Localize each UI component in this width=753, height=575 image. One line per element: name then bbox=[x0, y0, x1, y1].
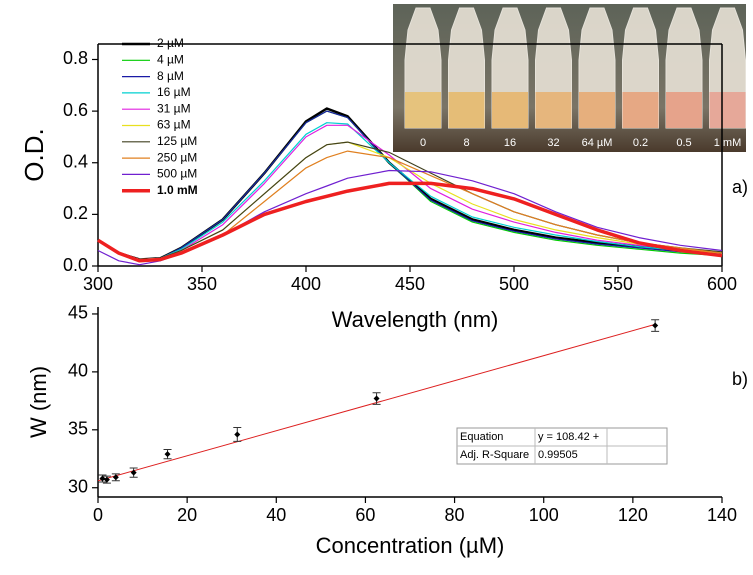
x-tick-label: 0 bbox=[93, 505, 103, 525]
data-point bbox=[652, 322, 659, 329]
y-axis-title: O.D. bbox=[19, 128, 49, 181]
legend-label: 1.0 mM bbox=[157, 183, 198, 197]
x-tick-label: 350 bbox=[187, 274, 217, 294]
photo-label: 32 bbox=[547, 137, 559, 149]
x-tick-label: 140 bbox=[707, 505, 737, 525]
photo-label: 8 bbox=[463, 137, 469, 149]
x-tick-label: 40 bbox=[266, 505, 286, 525]
x-tick-label: 400 bbox=[291, 274, 321, 294]
tube-liquid bbox=[535, 92, 572, 128]
data-point bbox=[112, 474, 119, 481]
table-cell: Equation bbox=[460, 431, 503, 443]
legend-label: 500 µM bbox=[157, 167, 197, 181]
legend-label: 2 µM bbox=[157, 36, 184, 50]
legend-label: 16 µM bbox=[157, 85, 191, 99]
tube-liquid bbox=[405, 92, 441, 128]
x-tick-label: 80 bbox=[445, 505, 465, 525]
x-tick-label: 550 bbox=[603, 274, 633, 294]
y-tick-label: 0.8 bbox=[63, 48, 88, 68]
legend-label: 125 µM bbox=[157, 134, 197, 148]
data-point bbox=[234, 431, 241, 438]
photo-inset: 0 8 16 32 64 µM 0.2 0.5 1 mM bbox=[393, 4, 746, 152]
data-point bbox=[130, 469, 137, 476]
x-tick-label: 20 bbox=[177, 505, 197, 525]
tube-liquid bbox=[622, 92, 659, 128]
y-tick-label: 0.2 bbox=[63, 203, 88, 223]
panel-label: b) bbox=[732, 369, 748, 389]
x-tick-label: 120 bbox=[618, 505, 648, 525]
y-tick-label: 30 bbox=[68, 476, 88, 496]
x-axis-title: Wavelength (nm) bbox=[332, 307, 499, 332]
x-tick-label: 300 bbox=[83, 274, 113, 294]
tube-liquid bbox=[579, 92, 615, 128]
photo-label: 16 bbox=[504, 137, 516, 149]
tube-liquid bbox=[709, 92, 746, 128]
y-tick-label: 40 bbox=[68, 361, 88, 381]
tube-liquid bbox=[492, 92, 528, 128]
x-tick-label: 600 bbox=[707, 274, 737, 294]
x-axis-title: Concentration (µM) bbox=[316, 533, 505, 558]
legend-label: 63 µM bbox=[157, 118, 191, 132]
table-cell: 0.99505 bbox=[538, 449, 578, 461]
series-line bbox=[97, 181, 723, 263]
legend-label: 8 µM bbox=[157, 69, 184, 83]
y-tick-label: 0.4 bbox=[63, 151, 88, 171]
x-tick-label: 450 bbox=[395, 274, 425, 294]
y-tick-label: 0.0 bbox=[63, 255, 88, 275]
y-tick-label: 35 bbox=[68, 419, 88, 439]
panel-label: a) bbox=[732, 177, 748, 197]
legend-label: 250 µM bbox=[157, 150, 197, 164]
y-axis-title: W (nm) bbox=[26, 366, 51, 438]
x-tick-label: 500 bbox=[499, 274, 529, 294]
photo-label: 0.5 bbox=[676, 137, 691, 149]
photo-label: 64 µM bbox=[582, 137, 613, 149]
data-point bbox=[164, 451, 171, 458]
y-tick-label: 0.6 bbox=[63, 100, 88, 120]
table-cell: Adj. R-Square bbox=[460, 449, 529, 461]
table-cell: y = 108.42 + bbox=[538, 431, 599, 443]
tube-liquid bbox=[448, 92, 485, 128]
photo-label: 0 bbox=[420, 137, 426, 149]
x-tick-label: 100 bbox=[529, 505, 559, 525]
x-tick-label: 60 bbox=[355, 505, 375, 525]
data-point bbox=[99, 475, 106, 482]
data-point bbox=[103, 476, 110, 483]
legend-label: 4 µM bbox=[157, 52, 184, 66]
photo-label: 1 mM bbox=[714, 137, 742, 149]
tube-liquid bbox=[666, 92, 702, 128]
data-point bbox=[373, 395, 380, 402]
photo-label: 0.2 bbox=[633, 137, 648, 149]
y-tick-label: 45 bbox=[68, 303, 88, 323]
legend-label: 31 µM bbox=[157, 101, 191, 115]
